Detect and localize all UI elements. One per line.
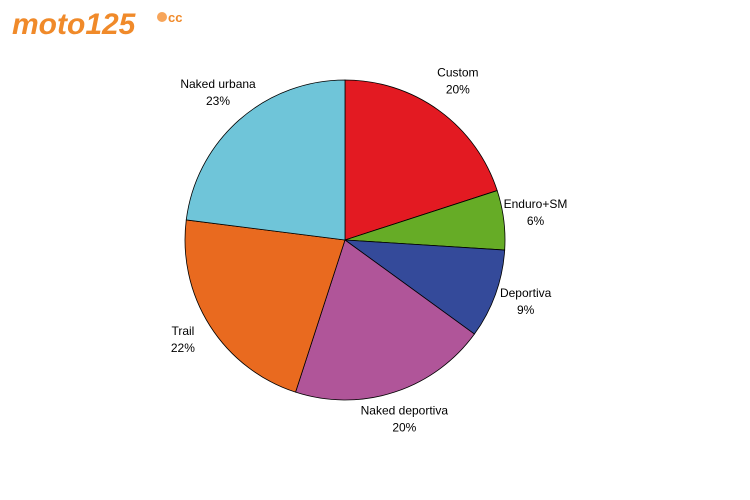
logo-dot: [157, 12, 167, 22]
slice-label: Trail: [171, 324, 194, 338]
value-label: 20%: [392, 421, 416, 435]
pie-slice: [344, 79, 498, 241]
value-label: 22%: [171, 341, 195, 355]
logo: moto125: [12, 8, 137, 41]
value-label: 23%: [206, 94, 230, 108]
slice-label: Custom: [437, 66, 478, 80]
pie-slice: [343, 239, 506, 335]
slice-label: Enduro+SM: [504, 197, 568, 211]
pie-slice: [295, 239, 476, 401]
pie-slice: [184, 219, 346, 393]
logo-sup: cc: [168, 10, 182, 25]
value-label: 9%: [517, 303, 535, 317]
pie-slice: [185, 79, 346, 241]
slice-label: Naked deportiva: [361, 404, 449, 418]
value-label: 6%: [527, 214, 545, 228]
slice-label: Naked urbana: [180, 77, 256, 91]
slice-label: Deportiva: [500, 286, 552, 300]
value-label: 20%: [446, 83, 470, 97]
